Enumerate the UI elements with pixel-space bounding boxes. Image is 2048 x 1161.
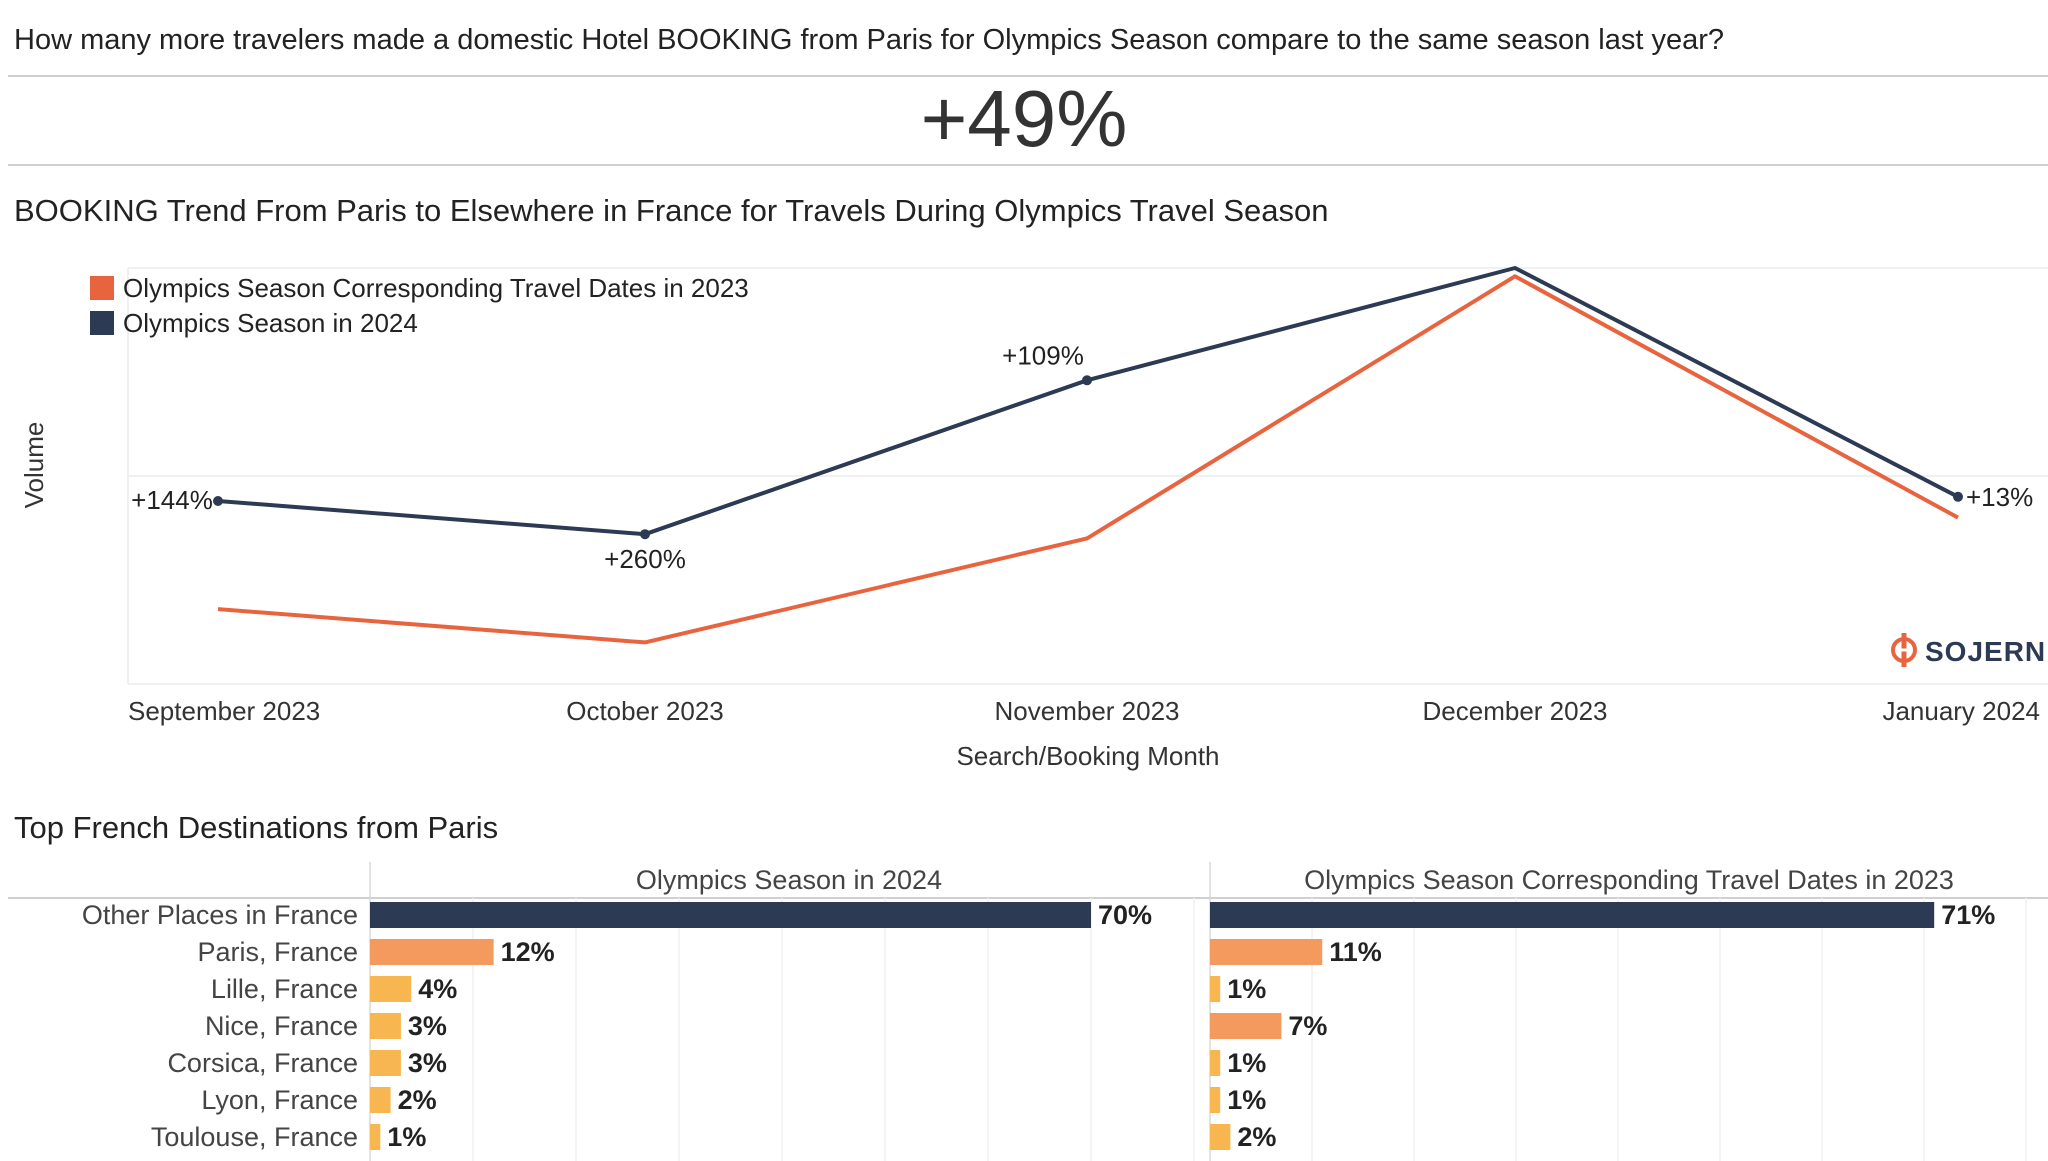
line-chart-grid — [127, 267, 2048, 685]
sojern-logo: SOJERN — [1891, 633, 2046, 667]
bar-label-0-0: 70% — [1098, 900, 1152, 930]
bar-label-0-5: 2% — [398, 1085, 437, 1115]
bar-0-4 — [370, 1050, 401, 1076]
bar-chart-bars — [370, 902, 1935, 1150]
sojern-logo-text: SOJERN — [1925, 636, 2046, 667]
bar-0-1 — [370, 939, 494, 965]
line-chart-series — [217, 266, 1959, 645]
panel-header-0: Olympics Season in 2024 — [636, 865, 942, 895]
bar-0-2 — [370, 976, 412, 1002]
x-tick-3: December 2023 — [1423, 696, 1608, 726]
bar-label-0-6: 1% — [387, 1122, 426, 1152]
bar-chart-value-labels: 70% 12% 4% 3% 3% 2% 1% 71% 11% 1% 7% 1% 1% 2% — [387, 900, 1995, 1152]
series-line-0 — [217, 274, 1959, 645]
destinations-bar-chart: Olympics Season in 2024 Olympics Season C… — [8, 862, 2048, 1161]
bar-label-0-2: 4% — [418, 974, 457, 1004]
category-label-6: Toulouse, France — [151, 1122, 358, 1152]
x-tick-2: November 2023 — [995, 696, 1180, 726]
point-1 — [640, 529, 650, 540]
bar-chart-panel-headers: Olympics Season in 2024 Olympics Season C… — [636, 865, 1954, 895]
bar-1-4 — [1210, 1050, 1221, 1076]
bar-label-0-4: 3% — [408, 1048, 447, 1078]
bar-1-3 — [1210, 1013, 1282, 1039]
line-chart-x-ticks: September 2023 October 2023 November 2023 D… — [128, 696, 2040, 726]
bar-label-0-1: 12% — [501, 937, 555, 967]
bar-label-1-0: 71% — [1941, 900, 1995, 930]
trend-line-chart: +144% +260% +109% +13% September 2023 Octobe… — [19, 266, 2048, 771]
question-text: How many more travelers made a domestic … — [14, 24, 1724, 56]
trend-title: BOOKING Trend From Paris to Elsewhere in… — [14, 193, 1329, 228]
category-label-4: Corsica, France — [167, 1048, 358, 1078]
bar-chart-category-labels: Other Places in France Paris, France Lille… — [82, 900, 358, 1152]
panel-header-1: Olympics Season Corresponding Travel Dat… — [1304, 865, 1954, 895]
legend-label-0: Olympics Season Corresponding Travel Dat… — [123, 273, 749, 303]
category-label-1: Paris, France — [197, 937, 358, 967]
line-chart-annotations: +144% +260% +109% +13% — [131, 340, 2033, 574]
bar-label-1-3: 7% — [1288, 1011, 1327, 1041]
annotation-2: +109% — [1002, 340, 1084, 370]
category-label-3: Nice, France — [205, 1011, 358, 1041]
bar-0-0 — [370, 902, 1091, 928]
annotation-4: +13% — [1966, 482, 2033, 512]
destinations-title: Top French Destinations from Paris — [14, 810, 498, 845]
bar-0-3 — [370, 1013, 401, 1039]
category-label-0: Other Places in France — [82, 900, 358, 930]
bar-1-6 — [1210, 1124, 1231, 1150]
bar-label-0-3: 3% — [408, 1011, 447, 1041]
x-tick-4: January 2024 — [1882, 696, 2040, 726]
bar-1-5 — [1210, 1087, 1221, 1113]
bar-label-1-5: 1% — [1227, 1085, 1266, 1115]
bar-label-1-6: 2% — [1237, 1122, 1276, 1152]
line-chart-points — [213, 375, 1963, 540]
bar-label-1-1: 11% — [1329, 937, 1382, 967]
bar-label-1-4: 1% — [1227, 1048, 1266, 1078]
sojern-compass-icon — [1891, 633, 1917, 667]
legend-label-1: Olympics Season in 2024 — [123, 308, 418, 338]
point-2 — [1082, 375, 1092, 386]
bar-0-5 — [370, 1087, 391, 1113]
annotation-1: +260% — [604, 544, 686, 574]
bar-1-1 — [1210, 939, 1323, 965]
x-axis-label: Search/Booking Month — [956, 741, 1219, 771]
line-chart-legend: Olympics Season Corresponding Travel Dat… — [90, 273, 749, 338]
series-line-1 — [217, 266, 1959, 537]
legend-swatch-0 — [90, 276, 114, 300]
bar-0-6 — [370, 1124, 381, 1150]
kpi-value: +49% — [921, 74, 1128, 163]
y-axis-label: Volume — [19, 422, 49, 509]
bar-1-2 — [1210, 976, 1221, 1002]
x-tick-1: October 2023 — [566, 696, 724, 726]
annotation-0: +144% — [131, 485, 213, 515]
x-tick-0: September 2023 — [128, 696, 320, 726]
bar-chart-grid — [8, 862, 2048, 1161]
point-4 — [1953, 491, 1963, 502]
category-label-2: Lille, France — [211, 974, 358, 1004]
category-label-5: Lyon, France — [201, 1085, 358, 1115]
bar-label-1-2: 1% — [1227, 974, 1266, 1004]
bar-1-0 — [1210, 902, 1935, 928]
point-0 — [213, 496, 223, 506]
legend-swatch-1 — [90, 311, 114, 335]
